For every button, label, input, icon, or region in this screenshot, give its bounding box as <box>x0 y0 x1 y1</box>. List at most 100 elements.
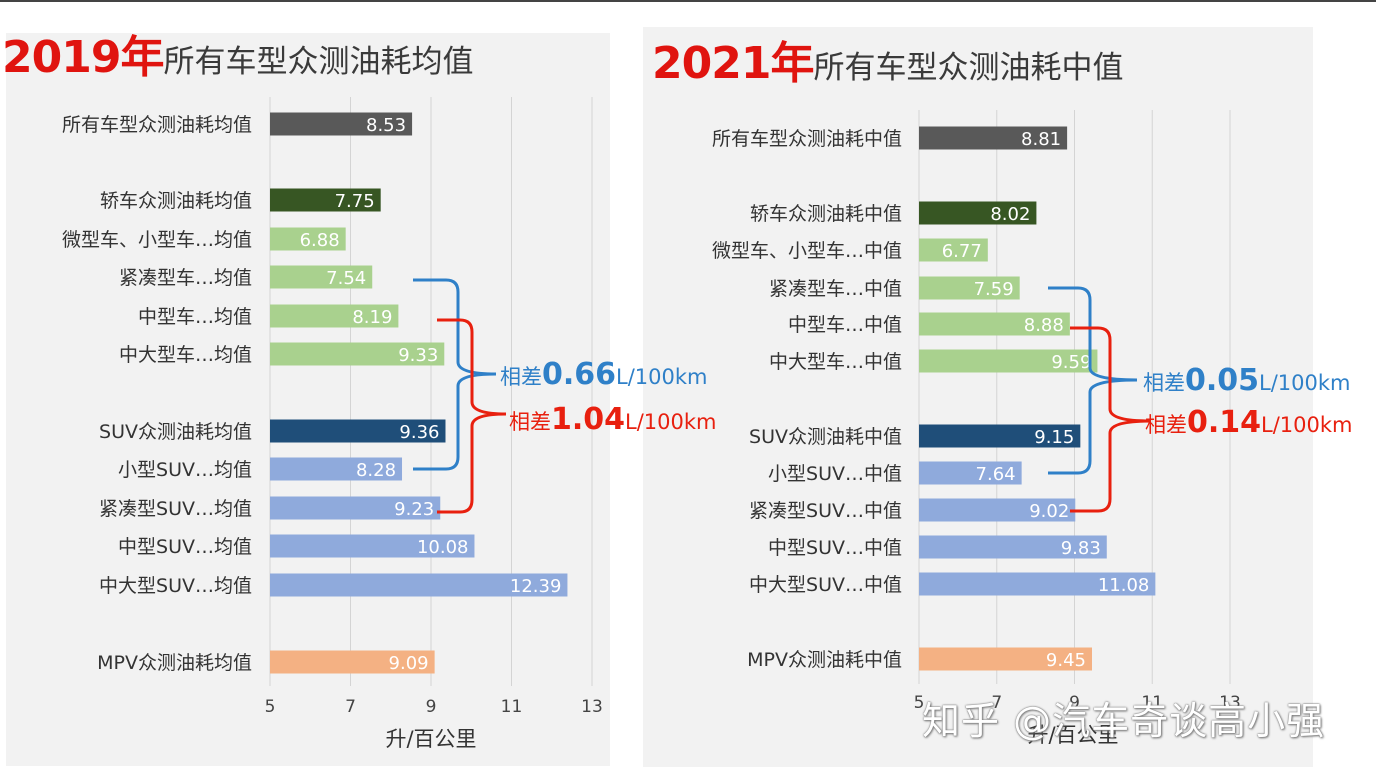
data-label-2019: 7.75 <box>335 191 375 212</box>
bar-2019 <box>270 419 446 443</box>
bar-2019 <box>270 342 445 366</box>
bar-2019 <box>270 573 568 597</box>
data-label-2019: 8.53 <box>366 115 406 136</box>
watermark: 知乎 @汽车奇谈高小强 <box>922 699 1326 743</box>
bar-2021 <box>919 238 988 262</box>
category-label-2019: MPV众测油耗均值 <box>97 652 252 674</box>
red-bracket-2021 <box>1070 326 1151 513</box>
x-tick-label-2021: 11 <box>1141 693 1163 713</box>
data-label-2021: 8.02 <box>990 204 1030 225</box>
data-label-2019: 8.28 <box>356 460 396 481</box>
x-tick-label-2021: 9 <box>1069 693 1080 713</box>
category-label-2019: 中大型SUV…均值 <box>99 575 252 597</box>
category-label-2021: 紧凑型车…中值 <box>769 278 902 300</box>
annotation-prefix-red-2019: 相差 <box>509 410 551 434</box>
bar-2021 <box>919 535 1107 559</box>
data-label-2021: 6.77 <box>942 241 982 262</box>
annotation-prefix-red-2021: 相差 <box>1145 413 1187 437</box>
bar-2021 <box>919 349 1098 373</box>
category-label-2021: 微型车、小型车…中值 <box>712 240 902 262</box>
bar-2021 <box>919 276 1020 300</box>
category-label-2019: 中型SUV…均值 <box>118 536 252 558</box>
data-label-2021: 9.15 <box>1034 427 1074 448</box>
annotation-prefix-blue-2021: 相差 <box>1143 371 1185 395</box>
chart-title-2021: 2021年所有车型众测油耗中值 <box>652 42 1123 86</box>
bar-2021 <box>919 498 1076 522</box>
category-label-2021: 所有车型众测油耗中值 <box>712 128 902 150</box>
annotation-red-2021: 相差0.14L/100km <box>1145 405 1353 440</box>
x-tick-label-2021: 5 <box>914 693 925 713</box>
annotation-unit-blue-2019: L/100km <box>616 365 707 389</box>
annotation-num-red-2019: 1.04 <box>551 402 625 437</box>
red-bracket-2019 <box>437 318 507 514</box>
title-year-2021: 2021年 <box>652 38 814 89</box>
annotation-unit-red-2019: L/100km <box>625 410 716 434</box>
chart-title-2019: 2019年所有车型众测油耗均值 <box>2 36 473 80</box>
bar-2019 <box>270 304 399 328</box>
data-label-2019: 8.19 <box>352 307 392 328</box>
data-label-2021: 9.02 <box>1029 501 1069 522</box>
bar-2021 <box>919 572 1156 596</box>
data-label-2021: 8.81 <box>1021 129 1061 150</box>
data-label-2019: 9.09 <box>389 653 429 674</box>
x-tick-label-2021: 7 <box>991 693 1002 713</box>
annotation-unit-blue-2021: L/100km <box>1259 371 1350 395</box>
x-tick-label-2019: 7 <box>345 697 356 717</box>
category-label-2021: 小型SUV…中值 <box>768 463 902 485</box>
category-label-2021: MPV众测油耗中值 <box>747 649 902 671</box>
category-label-2019: 中大型车…均值 <box>119 344 252 366</box>
data-label-2019: 7.54 <box>326 268 366 289</box>
category-label-2019: 紧凑型车…均值 <box>119 267 252 289</box>
x-tick-label-2019: 9 <box>426 697 437 717</box>
data-label-2021: 9.45 <box>1046 650 1086 671</box>
category-label-2019: 中型车…均值 <box>138 306 252 328</box>
title-text-2019: 所有车型众测油耗均值 <box>163 44 474 80</box>
bar-2019 <box>270 496 441 520</box>
data-label-2021: 11.08 <box>1098 575 1150 596</box>
x-axis-label-2021: 升/百公里 <box>1027 723 1118 747</box>
data-label-2021: 9.83 <box>1061 538 1101 559</box>
annotation-prefix-blue-2019: 相差 <box>500 365 542 389</box>
panel-2021 <box>643 27 1313 767</box>
category-label-2021: SUV众测油耗中值 <box>749 426 902 448</box>
x-tick-label-2019: 11 <box>501 697 523 717</box>
annotation-blue-2019: 相差0.66L/100km <box>500 357 708 392</box>
category-label-2019: 微型车、小型车…均值 <box>62 229 252 251</box>
bar-2019 <box>270 112 413 136</box>
x-tick-label-2021: 13 <box>1219 693 1241 713</box>
category-label-2019: 所有车型众测油耗均值 <box>62 114 252 136</box>
annotation-num-blue-2019: 0.66 <box>542 357 616 392</box>
bar-2021 <box>919 424 1081 448</box>
data-label-2019: 9.33 <box>398 345 438 366</box>
bar-2021 <box>919 312 1070 336</box>
annotation-blue-2021: 相差0.05L/100km <box>1143 363 1351 398</box>
data-label-2021: 7.59 <box>974 279 1014 300</box>
bar-2019 <box>270 457 403 481</box>
category-label-2021: 中型SUV…中值 <box>768 537 902 559</box>
bar-2019 <box>270 227 346 251</box>
data-label-2019: 9.23 <box>394 499 434 520</box>
blue-bracket-2019 <box>413 278 497 471</box>
data-label-2021: 9.59 <box>1051 352 1091 373</box>
annotation-num-red-2021: 0.14 <box>1187 405 1261 440</box>
title-text-2021: 所有车型众测油耗中值 <box>813 50 1124 86</box>
bar-2019 <box>270 650 435 674</box>
panel-2019 <box>6 33 610 766</box>
category-label-2019: 小型SUV…均值 <box>118 459 252 481</box>
annotation-num-blue-2021: 0.05 <box>1185 363 1259 398</box>
data-label-2019: 6.88 <box>300 230 340 251</box>
data-label-2021: 7.64 <box>976 464 1016 485</box>
bar-2019 <box>270 188 381 212</box>
bar-2021 <box>919 647 1092 671</box>
category-label-2019: 轿车众测油耗均值 <box>100 190 252 212</box>
category-label-2021: 中型车…中值 <box>788 314 902 336</box>
data-label-2019: 9.36 <box>399 422 439 443</box>
bar-2019 <box>270 265 373 289</box>
annotation-unit-red-2021: L/100km <box>1261 413 1352 437</box>
x-tick-label-2019: 13 <box>581 697 603 717</box>
category-label-2019: SUV众测油耗均值 <box>99 421 252 443</box>
title-year-2019: 2019年 <box>2 32 164 83</box>
x-axis-label-2019: 升/百公里 <box>385 727 476 751</box>
top-border-line <box>0 0 1376 2</box>
